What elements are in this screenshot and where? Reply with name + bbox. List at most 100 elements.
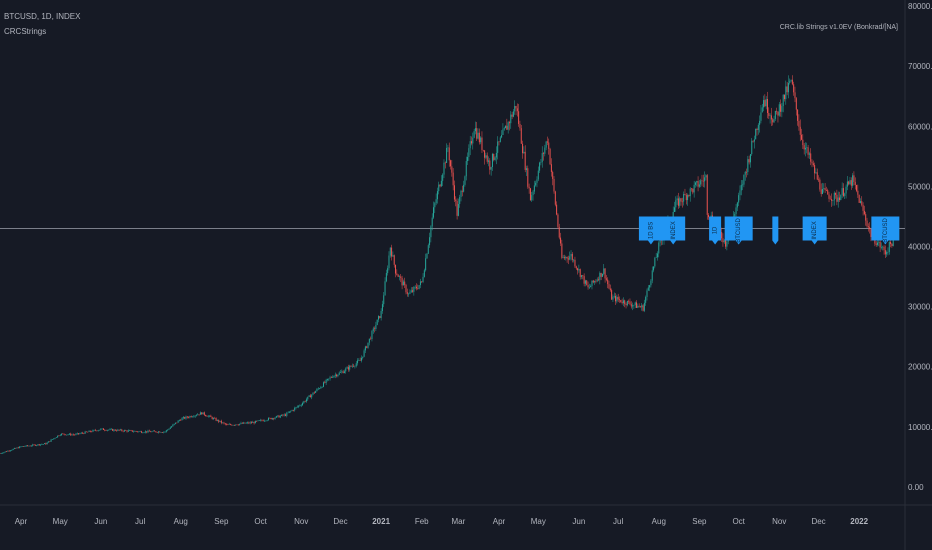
candle-body — [0, 453, 1, 454]
candle-body — [290, 411, 292, 412]
candle-body — [72, 434, 74, 436]
candle-body — [650, 280, 652, 286]
candle-body — [837, 197, 839, 202]
candle-body — [476, 128, 478, 139]
symbol-title[interactable]: BTCUSD, 1D, INDEX — [4, 12, 81, 21]
candle-body — [206, 415, 208, 417]
candle-body — [6, 451, 8, 453]
candle-body — [769, 115, 771, 117]
candle-body — [853, 175, 855, 182]
candle-body — [510, 114, 512, 124]
candle-body — [89, 430, 91, 432]
candle-body — [457, 204, 459, 216]
x-tick-label: Sep — [692, 517, 707, 526]
candle-body — [395, 264, 397, 274]
candle-body — [604, 268, 606, 279]
candle-body — [312, 392, 314, 395]
candle-body — [736, 202, 738, 208]
x-tick-label: Dec — [333, 517, 347, 526]
candle-body — [846, 181, 848, 187]
candle-body — [109, 429, 111, 430]
candle-body — [400, 276, 402, 278]
candle-body — [210, 415, 212, 418]
candle-body — [254, 420, 256, 424]
candle-body — [706, 175, 708, 215]
candle-body — [119, 429, 121, 431]
candle-body — [704, 177, 706, 182]
candle-body — [618, 299, 620, 301]
candle-body — [503, 128, 505, 130]
candle-body — [766, 98, 768, 113]
candle-body — [751, 140, 753, 155]
candle-body — [291, 410, 293, 412]
candle-body — [302, 403, 304, 406]
candle-body — [19, 446, 21, 449]
indicator-label[interactable]: CRCStrings — [4, 27, 47, 36]
candle-body — [374, 328, 376, 330]
candle-body — [87, 431, 89, 433]
y-tick-label: 80000.00 — [908, 2, 932, 11]
candle-body — [776, 110, 778, 112]
candle-body — [42, 444, 44, 445]
candle-body — [854, 181, 856, 186]
x-tick-label: 2022 — [850, 517, 868, 526]
x-tick-label: Aug — [652, 517, 666, 526]
candle-body — [126, 430, 128, 432]
marker-label: INDEX — [661, 216, 686, 245]
candle-body — [761, 107, 763, 113]
candle-body — [219, 420, 221, 422]
candle-body — [701, 180, 703, 182]
candle-body — [273, 418, 275, 419]
candle-body — [677, 198, 679, 206]
y-tick-label: 0.00 — [908, 483, 924, 492]
candle-body — [396, 273, 398, 275]
candle-body — [599, 272, 601, 281]
candle-body — [579, 269, 581, 277]
candle-body — [3, 452, 5, 453]
candle-body — [211, 417, 213, 419]
candle-body — [122, 430, 124, 432]
marker-text: BTCUSD — [736, 217, 742, 242]
candle-body — [556, 204, 558, 215]
candle-body — [532, 191, 534, 196]
candle-body — [129, 430, 131, 431]
candle-body — [367, 342, 369, 348]
candle-body — [351, 365, 353, 367]
candle-body — [163, 431, 165, 433]
candle-body — [675, 200, 677, 208]
candle-body — [575, 266, 577, 269]
candle-body — [47, 441, 49, 443]
candle-body — [892, 235, 894, 247]
candle-body — [397, 274, 399, 277]
candle-body — [15, 448, 17, 449]
candle-body — [529, 188, 531, 201]
candle-body — [350, 365, 352, 367]
y-tick-label: 40000.00 — [908, 242, 932, 251]
candle-body — [525, 168, 527, 170]
candle-body — [676, 198, 678, 201]
candle-body — [368, 338, 370, 343]
candle-body — [519, 123, 521, 129]
candle-body — [2, 452, 4, 454]
candle-body — [806, 147, 808, 148]
candle-body — [794, 92, 796, 99]
candle-body — [151, 431, 153, 433]
study-label[interactable]: CRC.lib Strings v1.0EV (Bonkrad/[NA] — [779, 24, 898, 31]
candle-body — [578, 269, 580, 271]
x-tick-label: Feb — [415, 517, 429, 526]
candle-body — [4, 451, 6, 453]
candle-body — [269, 417, 271, 419]
candle-body — [502, 129, 504, 135]
candle-body — [224, 423, 226, 425]
candle-body — [66, 434, 68, 436]
candle-body — [389, 247, 391, 256]
candle-body — [313, 392, 315, 394]
candle-body — [433, 207, 435, 218]
candle-body — [446, 147, 448, 163]
candle-body — [591, 280, 593, 286]
x-tick-label: Dec — [811, 517, 825, 526]
candle-body — [749, 154, 751, 163]
candle-body — [649, 285, 651, 288]
candle-body — [101, 428, 103, 430]
